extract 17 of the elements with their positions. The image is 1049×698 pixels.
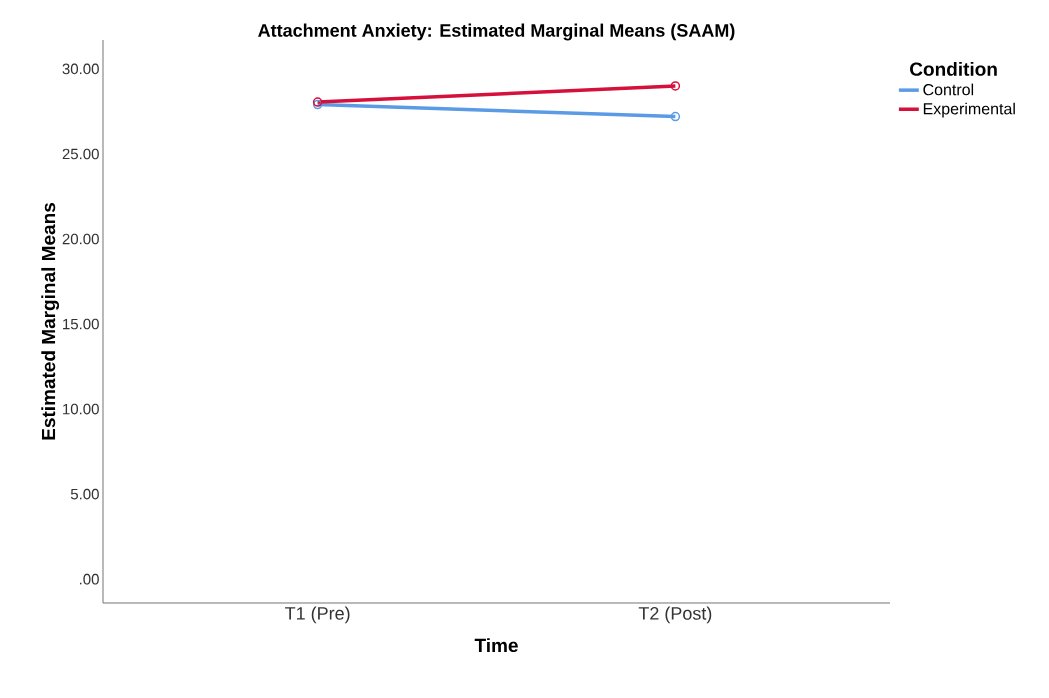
point — [670, 81, 681, 91]
legend-label: Control — [923, 83, 974, 96]
x-tick-label: T2 (Post) — [638, 606, 712, 624]
legend-label: Experimental — [923, 102, 1015, 118]
point — [670, 111, 681, 122]
y-tick-label: 25.00 — [62, 148, 99, 160]
x-axis-title: Time — [474, 638, 518, 653]
y-tick-label: 20.00 — [62, 233, 99, 245]
chart-title: Attachment Anxiety: Estimated Marginal Means (SAAM) — [258, 23, 735, 41]
y-tick-label: 10.00 — [63, 403, 99, 415]
y-tick-label: 15.00 — [63, 318, 99, 330]
y-tick-label: .00 — [79, 573, 99, 585]
y-axis-title: Estimated Marginal Means — [41, 202, 60, 440]
legend-title: Condition — [910, 61, 997, 76]
y-tick-label: 5.00 — [70, 488, 99, 500]
x-tick-label: T1 (Pre) — [285, 606, 350, 624]
y-tick-label: 30.00 — [62, 63, 99, 75]
